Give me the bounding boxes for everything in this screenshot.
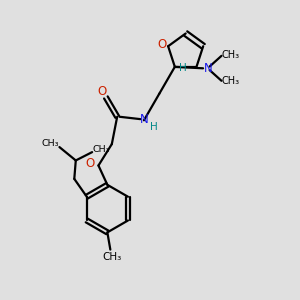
Text: CH₃: CH₃ bbox=[92, 145, 110, 154]
Text: CH₃: CH₃ bbox=[222, 50, 240, 60]
Text: N: N bbox=[140, 113, 149, 126]
Text: O: O bbox=[157, 38, 166, 51]
Text: CH₃: CH₃ bbox=[42, 139, 59, 148]
Text: H: H bbox=[179, 63, 187, 73]
Text: O: O bbox=[98, 85, 107, 98]
Text: H: H bbox=[150, 122, 157, 132]
Text: O: O bbox=[85, 157, 95, 169]
Text: CH₃: CH₃ bbox=[103, 252, 122, 262]
Text: N: N bbox=[204, 61, 213, 74]
Text: CH₃: CH₃ bbox=[222, 76, 240, 86]
